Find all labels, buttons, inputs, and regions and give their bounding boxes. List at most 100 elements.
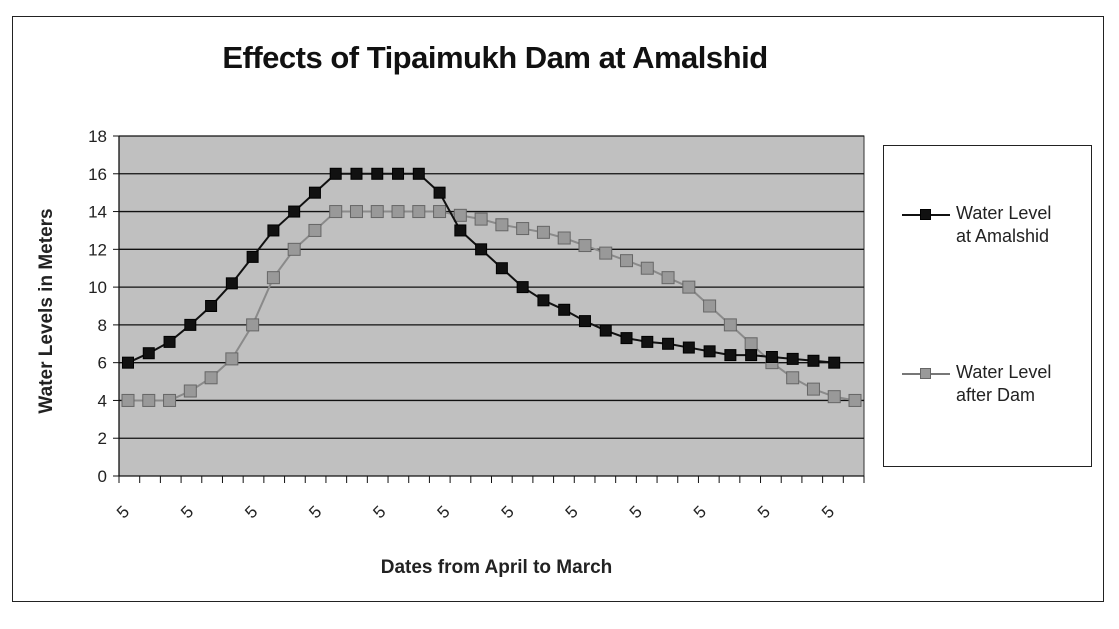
y-axis-title: Water Levels in Meters: [36, 208, 57, 413]
data-point-amalshid: [412, 167, 425, 180]
data-point-after-dam: [723, 318, 737, 332]
data-point-amalshid: [308, 186, 321, 199]
data-point-amalshid: [184, 318, 197, 331]
data-point-amalshid: [329, 167, 342, 180]
y-tick-label: 18: [88, 127, 107, 146]
data-point-amalshid: [142, 347, 155, 360]
data-point-after-dam: [661, 271, 675, 285]
legend-label-amalshid-line2: at Amalshid: [956, 226, 1050, 246]
data-point-amalshid: [745, 349, 758, 362]
data-point-after-dam: [266, 271, 280, 285]
x-tick-label: 5: [113, 502, 133, 522]
legend-label-amalshid-line1: Water Level: [956, 203, 1052, 223]
legend-label-after-dam-line1: Water Level: [956, 362, 1052, 382]
data-point-after-dam: [163, 393, 177, 407]
data-point-after-dam: [848, 393, 862, 407]
data-point-after-dam: [703, 299, 717, 313]
x-tick-label: 5: [626, 502, 646, 522]
data-point-after-dam: [806, 382, 820, 396]
data-point-after-dam: [142, 393, 156, 407]
data-point-after-dam: [453, 208, 467, 222]
x-tick-label: 5: [305, 502, 325, 522]
data-point-after-dam: [682, 280, 696, 294]
data-point-after-dam: [204, 371, 218, 385]
data-point-amalshid: [599, 324, 612, 337]
chart-title: Effects of Tipaimukh Dam at Amalshid: [222, 40, 768, 75]
y-tick-label: 10: [88, 278, 107, 297]
data-point-after-dam: [370, 205, 384, 219]
data-point-after-dam: [640, 261, 654, 275]
data-point-after-dam: [536, 225, 550, 239]
data-point-amalshid: [765, 351, 778, 363]
y-tick-label: 14: [88, 203, 107, 222]
data-point-amalshid: [807, 354, 820, 367]
data-point-after-dam: [495, 218, 509, 232]
data-point-after-dam: [474, 212, 488, 226]
data-point-after-dam: [744, 337, 758, 351]
data-point-amalshid: [267, 224, 280, 237]
data-point-amalshid: [495, 262, 508, 275]
data-point-amalshid: [724, 349, 737, 362]
y-tick-label: 4: [98, 391, 107, 410]
data-point-after-dam: [516, 222, 530, 236]
data-point-after-dam: [225, 352, 239, 366]
data-point-amalshid: [641, 335, 654, 348]
y-tick-label: 8: [98, 316, 107, 335]
data-point-after-dam: [391, 205, 405, 219]
data-point-amalshid: [703, 345, 716, 358]
data-point-amalshid: [371, 167, 384, 180]
y-tick-label: 2: [98, 429, 107, 448]
data-point-after-dam: [246, 318, 260, 332]
data-point-after-dam: [578, 239, 592, 253]
data-point-amalshid: [392, 167, 405, 180]
data-point-amalshid: [516, 281, 529, 294]
y-tick-label: 0: [98, 467, 107, 486]
data-point-amalshid: [163, 335, 176, 348]
data-point-amalshid: [828, 356, 841, 369]
data-point-amalshid: [205, 300, 218, 312]
data-point-after-dam: [329, 205, 343, 219]
legend-marker-after-dam: [920, 368, 931, 379]
data-point-after-dam: [287, 242, 301, 256]
data-point-after-dam: [349, 205, 363, 219]
data-point-amalshid: [578, 315, 591, 328]
data-point-after-dam: [557, 231, 571, 245]
plot-area: [118, 135, 865, 477]
data-point-after-dam: [308, 223, 322, 237]
data-point-amalshid: [288, 205, 301, 218]
data-point-after-dam: [599, 246, 613, 260]
legend: Water Level at Amalshid Water Level afte…: [883, 145, 1092, 467]
x-tick-label: 5: [562, 502, 582, 522]
data-point-amalshid: [786, 352, 799, 365]
legend-label-after-dam-line2: after Dam: [956, 385, 1036, 405]
y-tick-label: 12: [88, 240, 107, 259]
data-point-amalshid: [475, 243, 488, 256]
data-point-amalshid: [433, 186, 446, 199]
data-point-amalshid: [537, 294, 550, 307]
legend-marker-amalshid: [920, 209, 931, 220]
data-point-amalshid: [350, 167, 363, 180]
y-tick-label: 16: [88, 165, 107, 184]
x-axis-title: Dates from April to March: [381, 557, 613, 578]
data-point-amalshid: [620, 332, 633, 345]
data-point-after-dam: [433, 205, 447, 219]
data-point-amalshid: [225, 277, 238, 290]
legend-label-amalshid: Water Level at Amalshid: [956, 202, 1086, 248]
x-tick-label: 5: [434, 502, 454, 522]
x-tick-label: 5: [369, 502, 389, 522]
x-tick-label: 5: [690, 502, 710, 522]
x-tick-label: 5: [177, 502, 197, 522]
data-point-after-dam: [786, 371, 800, 385]
data-point-amalshid: [122, 356, 134, 369]
data-point-after-dam: [183, 384, 197, 398]
data-point-amalshid: [454, 224, 467, 237]
data-point-after-dam: [412, 205, 426, 219]
x-tick-label: 5: [754, 502, 774, 522]
data-point-amalshid: [246, 250, 259, 263]
data-point-amalshid: [682, 341, 695, 354]
y-tick-label: 6: [98, 354, 107, 373]
data-point-after-dam: [827, 390, 841, 404]
x-tick-label: 5: [241, 502, 261, 522]
x-tick-label: 5: [818, 502, 838, 522]
